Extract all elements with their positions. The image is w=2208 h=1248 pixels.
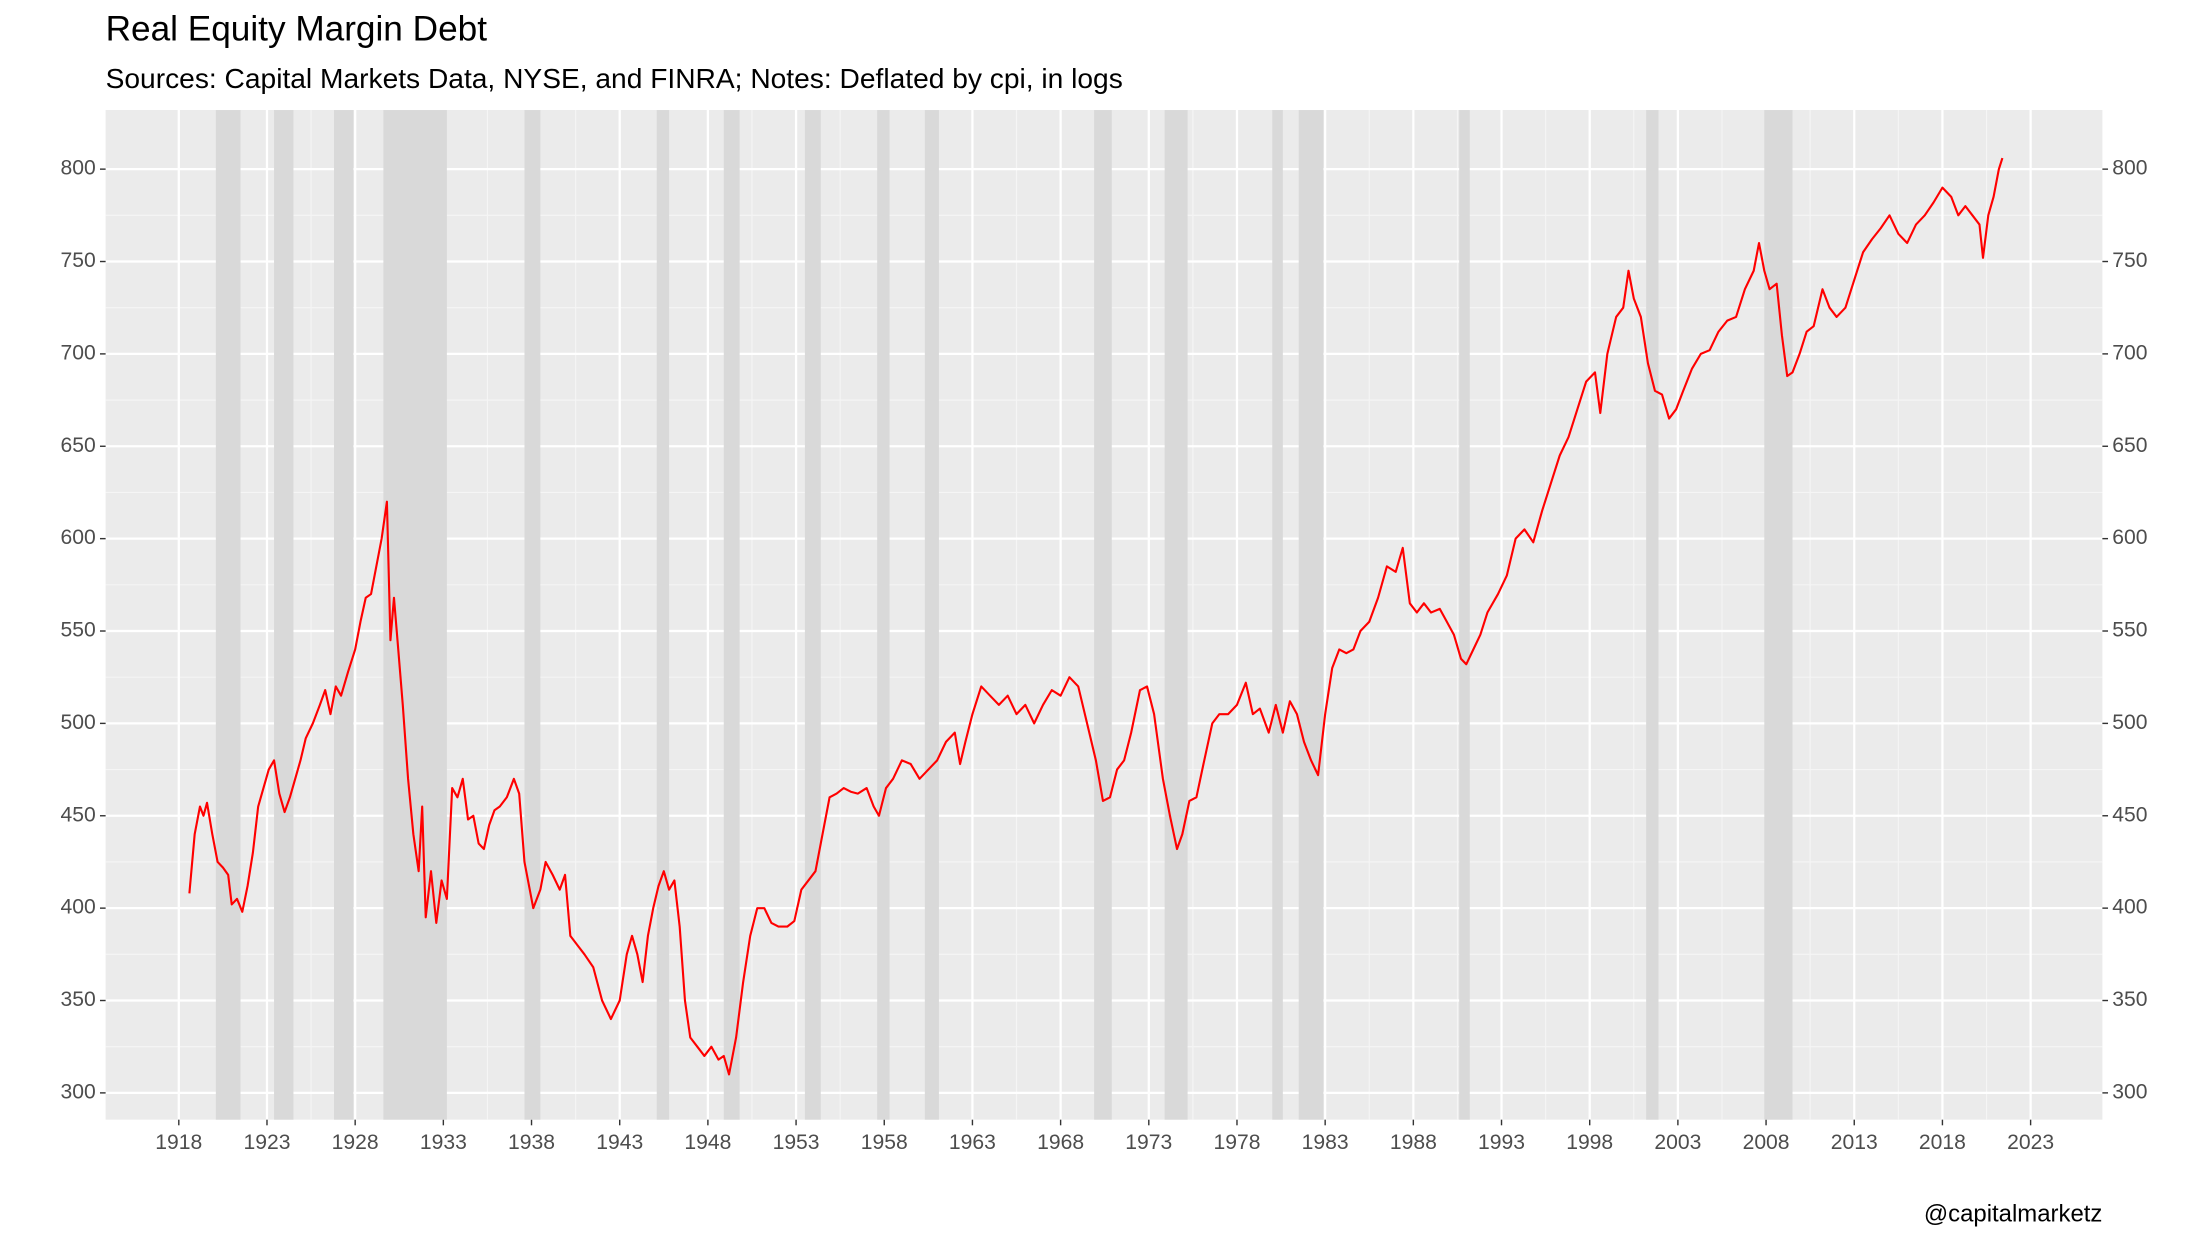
x-tick-label: 2023 (2007, 1131, 2054, 1154)
x-tick-label: 2018 (1919, 1131, 1966, 1154)
recession-band (1764, 110, 1793, 1120)
x-tick-label: 1968 (1037, 1131, 1084, 1154)
x-tick-label: 1993 (1478, 1131, 1525, 1154)
x-tick-label: 1933 (420, 1131, 467, 1154)
x-tick-label: 1963 (949, 1131, 996, 1154)
y-tick-label: 350 (61, 988, 96, 1011)
x-tick-label: 2013 (1831, 1131, 1878, 1154)
y2-tick-label: 300 (2112, 1080, 2147, 1103)
y2-tick-label: 800 (2112, 157, 2147, 180)
y2-tick-label: 400 (2112, 896, 2147, 919)
y2-tick-label: 750 (2112, 249, 2147, 272)
recession-band (1272, 110, 1283, 1120)
x-tick-label: 2003 (1654, 1131, 1701, 1154)
y-tick-label: 750 (61, 249, 96, 272)
x-tick-label: 1923 (243, 1131, 290, 1154)
recession-band (1094, 110, 1112, 1120)
y-tick-label: 450 (61, 803, 96, 826)
y2-tick-label: 350 (2112, 988, 2147, 1011)
y-tick-label: 600 (61, 526, 96, 549)
y-tick-label: 550 (61, 619, 96, 642)
recession-band (877, 110, 890, 1120)
y-tick-label: 700 (61, 341, 96, 364)
y-tick-label: 400 (61, 896, 96, 919)
x-tick-label: 1948 (684, 1131, 731, 1154)
recession-band (383, 110, 447, 1120)
y2-tick-label: 700 (2112, 341, 2147, 364)
x-tick-label: 1928 (332, 1131, 379, 1154)
recession-band (215, 110, 241, 1120)
x-tick-label: 1983 (1302, 1131, 1349, 1154)
x-tick-label: 1973 (1125, 1131, 1172, 1154)
recession-band (1459, 110, 1470, 1120)
recession-band (924, 110, 939, 1120)
x-tick-label: 1938 (508, 1131, 555, 1154)
x-tick-label: 1988 (1390, 1131, 1437, 1154)
y2-tick-label: 600 (2112, 526, 2147, 549)
data-line (188, 157, 2004, 1076)
y-tick-label: 650 (61, 434, 96, 457)
recession-band (1164, 110, 1188, 1120)
recession-band (1298, 110, 1324, 1120)
x-tick-label: 1943 (596, 1131, 643, 1154)
recession-band (274, 110, 294, 1120)
y-tick-label: 500 (61, 711, 96, 734)
x-tick-label: 1958 (861, 1131, 908, 1154)
y2-tick-label: 450 (2112, 803, 2147, 826)
recession-band (524, 110, 541, 1120)
x-tick-label: 2008 (1743, 1131, 1790, 1154)
x-tick-label: 1918 (155, 1131, 202, 1154)
x-tick-label: 1998 (1566, 1131, 1613, 1154)
y2-tick-label: 650 (2112, 434, 2147, 457)
recession-band (656, 110, 670, 1120)
x-tick-label: 1953 (773, 1131, 820, 1154)
recession-band (723, 110, 740, 1120)
chart-title: Real Equity Margin Debt (106, 9, 488, 48)
y2-tick-label: 550 (2112, 619, 2147, 642)
y-tick-label: 300 (61, 1080, 96, 1103)
chart-subtitle: Sources: Capital Markets Data, NYSE, and… (106, 63, 1123, 94)
recession-band (334, 110, 354, 1120)
y-tick-label: 800 (61, 157, 96, 180)
recession-band (1646, 110, 1659, 1120)
recession-band (804, 110, 821, 1120)
caption: @capitalmarketz (1924, 1201, 2103, 1228)
x-tick-label: 1978 (1213, 1131, 1260, 1154)
y2-tick-label: 500 (2112, 711, 2147, 734)
